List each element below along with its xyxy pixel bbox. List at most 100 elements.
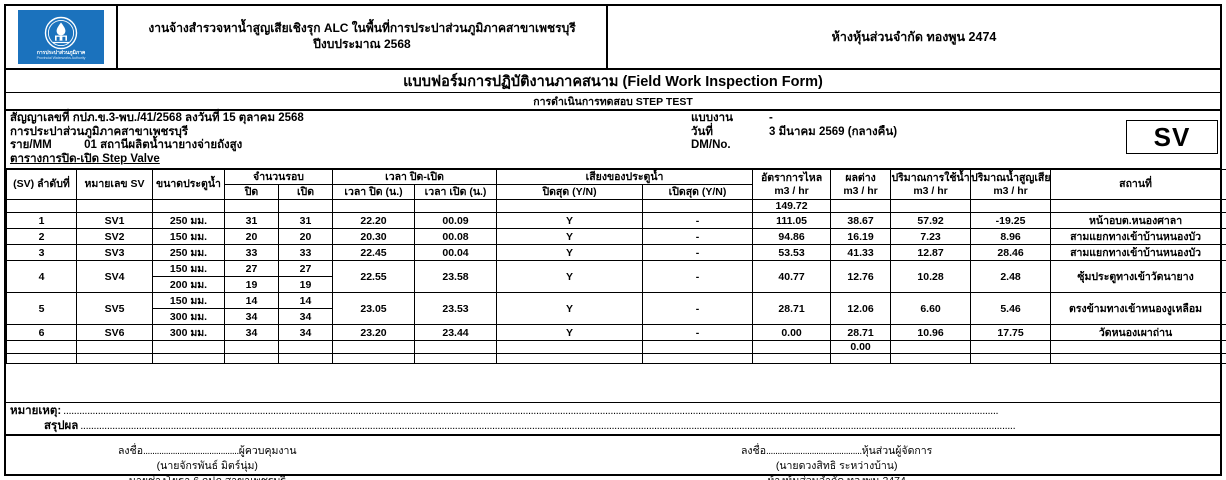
cell-usage: 7.23 xyxy=(890,228,972,246)
tail-diff: 0.00 xyxy=(830,340,892,355)
cell-time-open: 00.09 xyxy=(414,212,498,230)
th-remark: หมายเหตุ xyxy=(1220,169,1226,200)
empty-cell xyxy=(414,353,498,365)
cell-sound-close: Y xyxy=(496,212,644,230)
cell-diff: 12.76 xyxy=(830,260,892,294)
signature-supervisor-name: (นายจักรพันธ์ มิตร์นุ่ม) xyxy=(156,460,258,473)
th-rounds-group: จำนวนรอบ xyxy=(223,169,334,185)
cell-rounds-open: 27 xyxy=(277,260,334,278)
empty-cell xyxy=(970,198,1052,214)
th-sound-close: ปิดสุด (Y/N) xyxy=(496,184,644,200)
info-mid-block: แบบงาน - วันที่ 3 มีนาคม 2569 (กลางคืน) … xyxy=(691,112,1111,153)
table-row: 2 SV2 150 มม. 20 20 20.30 00.08 Y -94.86 16.19 7.2… xyxy=(6,228,1226,246)
signature-supervisor-dots[interactable]: ........................................… xyxy=(143,446,239,458)
empty-cell xyxy=(224,353,279,365)
table-row: 3 SV3 250 มม. 33 33 22.45 00.04 Y -53.53 41.33 12.… xyxy=(6,244,1226,262)
cell-rounds-close: 31 xyxy=(224,212,279,230)
cell-loss: 5.46 xyxy=(970,292,1052,326)
signature-partner: ลงชื่อ..................................… xyxy=(741,444,932,480)
table-body: 149.72 1 SV1 250 มม. 31 31 22.20 00.09 Y -111.05 3… xyxy=(6,198,1226,365)
contract-line: สัญญาเลขที่ กปภ.ข.3-พบ./41/2568 ลงวันที่… xyxy=(10,112,304,124)
signature-partner-dots[interactable]: ........................................… xyxy=(766,446,862,458)
cell-rounds-open: 19 xyxy=(277,276,334,294)
cell-usage: 10.96 xyxy=(890,324,972,342)
cell-diff: 28.71 xyxy=(830,324,892,342)
remark-dots[interactable]: ........................................… xyxy=(63,405,999,418)
empty-cell xyxy=(890,340,972,355)
empty-cell xyxy=(152,353,225,365)
date-label: วันที่ xyxy=(691,125,713,138)
initial-flow-rate: 149.72 xyxy=(752,198,832,214)
cell-time-close: 22.55 xyxy=(332,260,416,294)
cell-location: ซุ้มประตูทางเข้าวัดนายาง xyxy=(1050,260,1222,294)
cell-sound-open: - xyxy=(642,244,754,262)
cell-sv-no: SV5 xyxy=(76,292,153,326)
remark-label: หมายเหตุ: xyxy=(10,405,62,418)
form-title: แบบฟอร์มการปฏิบัติงานภาคสนาม (Field Work… xyxy=(6,70,1220,93)
cell-remark: zero xyxy=(1220,260,1226,294)
empty-cell xyxy=(152,340,225,355)
table-row-tail: 0.00 xyxy=(6,340,1226,355)
cell-rounds-close: 27 xyxy=(224,260,279,278)
signature-section: ลงชื่อ..................................… xyxy=(6,436,1220,480)
form-type-value: - xyxy=(769,112,773,124)
cell-valve-size: 250 มม. xyxy=(152,244,225,262)
cell-flow-rate: 28.71 xyxy=(752,292,832,326)
cell-flow-rate: 111.05 xyxy=(752,212,832,230)
cell-rounds-open: 34 xyxy=(277,308,334,326)
signature-partner-role: หุ้นส่วนผู้จัดการ xyxy=(861,445,933,458)
th-seq: (SV) ลำดับที่ xyxy=(6,169,77,200)
cell-sv-no: SV4 xyxy=(76,260,153,294)
empty-cell xyxy=(642,353,754,365)
cell-location: ตรงข้ามทางเข้าหนองงูเหลือม xyxy=(1050,292,1222,326)
cell-sound-open: - xyxy=(642,260,754,294)
empty-cell xyxy=(890,353,972,365)
summary-dots[interactable]: ........................................… xyxy=(80,420,1016,433)
signature-partner-line: ลงชื่อ..................................… xyxy=(741,444,932,459)
empty-cell xyxy=(6,353,77,365)
logo-cell: การประปาส่วนภูมิภาค Provincial Waterwork… xyxy=(6,6,118,68)
cell-rounds-open: 34 xyxy=(277,324,334,342)
empty-cell xyxy=(1220,340,1226,355)
signature-supervisor: ลงชื่อ..................................… xyxy=(118,444,297,480)
header-row-top: (SV) ลำดับที่ หมายเลข SV ขนาดประตูน้ำ จำ… xyxy=(6,169,1226,200)
document-header: การประปาส่วนภูมิภาค Provincial Waterwork… xyxy=(6,6,1220,70)
cell-location: หน้าอบต.หนองศาลา xyxy=(1050,212,1222,230)
cell-usage: 6.60 xyxy=(890,292,972,326)
empty-cell xyxy=(332,353,416,365)
empty-cell xyxy=(277,198,334,214)
cell-rounds-close: 33 xyxy=(224,244,279,262)
th-usage: ปริมาณการใช้น้ำ m3 / hr xyxy=(890,169,972,200)
form-sheet: การประปาส่วนภูมิภาค Provincial Waterwork… xyxy=(4,4,1226,480)
empty-cell xyxy=(1050,340,1222,355)
cell-rounds-close: 14 xyxy=(224,292,279,310)
table-head: (SV) ลำดับที่ หมายเลข SV ขนาดประตูน้ำ จำ… xyxy=(6,169,1226,200)
empty-cell xyxy=(642,340,754,355)
vendor-name: ห้างหุ้นส่วนจำกัด ทองพูน 2474 xyxy=(831,30,997,44)
cell-location: สามแยกทางเข้าบ้านหนองบัว xyxy=(1050,228,1222,246)
th-flow-rate-unit: m3 / hr xyxy=(774,184,809,197)
th-sound-group: เสียงของประตูน้ำ xyxy=(496,169,754,185)
th-diff-unit: m3 / hr xyxy=(843,184,878,197)
th-time-group: เวลา ปิด-เปิด xyxy=(332,169,498,185)
cell-time-close: 22.20 xyxy=(332,212,416,230)
cell-rounds-open: 14 xyxy=(277,292,334,310)
cell-time-close: 22.45 xyxy=(332,244,416,262)
table-row: 5 SV5 150 มม. 14 14 23.05 23.53 Y -28.71 12.06 6.6… xyxy=(6,292,1226,326)
cell-time-open: 23.53 xyxy=(414,292,498,326)
cell-time-open: 23.44 xyxy=(414,324,498,342)
th-sv-no: หมายเลข SV xyxy=(76,169,153,200)
cell-sound-close: Y xyxy=(496,324,644,342)
empty-cell xyxy=(277,340,334,355)
dm-row: DM/No. xyxy=(691,139,1111,153)
cell-seq: 4 xyxy=(6,260,77,294)
empty-cell xyxy=(830,198,892,214)
signature-partner-sign-label: ลงชื่อ xyxy=(741,445,766,458)
cell-diff: 16.19 xyxy=(830,228,892,246)
cell-sound-open: - xyxy=(642,212,754,230)
table-row: 200 มม. 19 19 xyxy=(7,276,1226,294)
cell-loss: 17.75 xyxy=(970,324,1052,342)
cell-sound-open: - xyxy=(642,228,754,246)
empty-cell xyxy=(890,198,972,214)
